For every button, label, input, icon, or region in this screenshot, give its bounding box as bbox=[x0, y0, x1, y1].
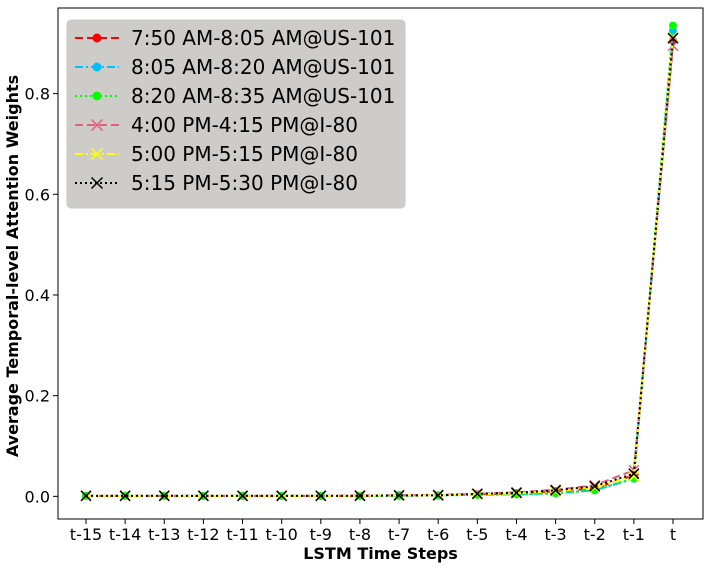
data-point bbox=[119, 490, 131, 502]
legend-item: 4:00 PM-4:15 PM@I-80 bbox=[75, 113, 358, 137]
y-axis-label: Average Temporal-level Attention Weights bbox=[3, 75, 22, 457]
x-tick-label: t-4 bbox=[505, 525, 527, 544]
y-tick-label: 0.8 bbox=[25, 85, 50, 104]
x-tick-label: t bbox=[670, 525, 676, 544]
legend-item: 5:00 PM-5:15 PM@I-80 bbox=[75, 142, 358, 166]
data-point bbox=[354, 490, 366, 502]
x-axis-label: LSTM Time Steps bbox=[303, 544, 458, 563]
x-tick-label: t-1 bbox=[623, 525, 645, 544]
data-point bbox=[669, 21, 677, 30]
data-point bbox=[92, 91, 102, 101]
legend-label: 5:00 PM-5:15 PM@I-80 bbox=[131, 142, 358, 166]
data-point bbox=[237, 490, 249, 502]
data-point bbox=[628, 470, 640, 482]
data-point bbox=[90, 147, 104, 161]
x-tick-label: t-2 bbox=[584, 525, 606, 544]
data-point bbox=[315, 490, 327, 502]
y-tick-label: 0.0 bbox=[25, 487, 50, 506]
x-tick-label: t-5 bbox=[466, 525, 488, 544]
legend-label: 8:05 AM-8:20 AM@US-101 bbox=[131, 55, 395, 79]
data-point bbox=[158, 490, 170, 502]
legend-item: 7:50 AM-8:05 AM@US-101 bbox=[75, 26, 395, 50]
x-tick-label: t-14 bbox=[109, 525, 141, 544]
y-tick-label: 0.4 bbox=[25, 286, 50, 305]
legend-item: 8:20 AM-8:35 AM@US-101 bbox=[75, 84, 395, 108]
x-tick-label: t-6 bbox=[427, 525, 449, 544]
x-tick-label: t-13 bbox=[148, 525, 180, 544]
data-point bbox=[276, 490, 288, 502]
legend-box bbox=[66, 19, 406, 209]
x-tick-label: t-11 bbox=[226, 525, 258, 544]
y-tick-label: 0.6 bbox=[25, 185, 50, 204]
series-lines bbox=[80, 21, 679, 502]
data-point bbox=[471, 488, 483, 500]
data-point bbox=[92, 62, 102, 72]
legend-label: 5:15 PM-5:30 PM@I-80 bbox=[131, 171, 358, 195]
series-line bbox=[86, 37, 674, 497]
data-point bbox=[550, 484, 562, 496]
data-point bbox=[90, 176, 104, 190]
x-tick-label: t-7 bbox=[388, 525, 410, 544]
data-point bbox=[628, 468, 640, 480]
data-point bbox=[80, 490, 92, 502]
series bbox=[80, 32, 679, 502]
axis-ticks: t-15 t-14 t-13 t-12 t-11 t-10 t-9 t-8 t-7 t-6 t-5 t… bbox=[25, 85, 677, 544]
x-tick-label: t-10 bbox=[265, 525, 297, 544]
legend-item: 8:05 AM-8:20 AM@US-101 bbox=[75, 55, 395, 79]
legend-label: 8:20 AM-8:35 AM@US-101 bbox=[131, 84, 395, 108]
x-tick-label: t-3 bbox=[544, 525, 566, 544]
legend: 7:50 AM-8:05 AM@US-101 8:05 AM-8:20 AM@US… bbox=[66, 19, 406, 209]
x-tick-label: t-12 bbox=[187, 525, 219, 544]
x-tick-label: t-8 bbox=[349, 525, 371, 544]
y-tick-label: 0.2 bbox=[25, 387, 50, 406]
data-point bbox=[589, 480, 601, 492]
data-point bbox=[393, 489, 405, 501]
data-point bbox=[197, 490, 209, 502]
legend-item: 5:15 PM-5:30 PM@I-80 bbox=[75, 171, 358, 195]
legend-label: 4:00 PM-4:15 PM@I-80 bbox=[131, 113, 358, 137]
data-point bbox=[510, 487, 522, 499]
data-point bbox=[667, 32, 679, 44]
data-point bbox=[432, 489, 444, 501]
legend-label: 7:50 AM-8:05 AM@US-101 bbox=[131, 26, 395, 50]
x-tick-label: t-9 bbox=[310, 525, 332, 544]
data-point bbox=[92, 33, 102, 43]
x-tick-label: t-15 bbox=[70, 525, 102, 544]
data-point bbox=[90, 118, 104, 132]
